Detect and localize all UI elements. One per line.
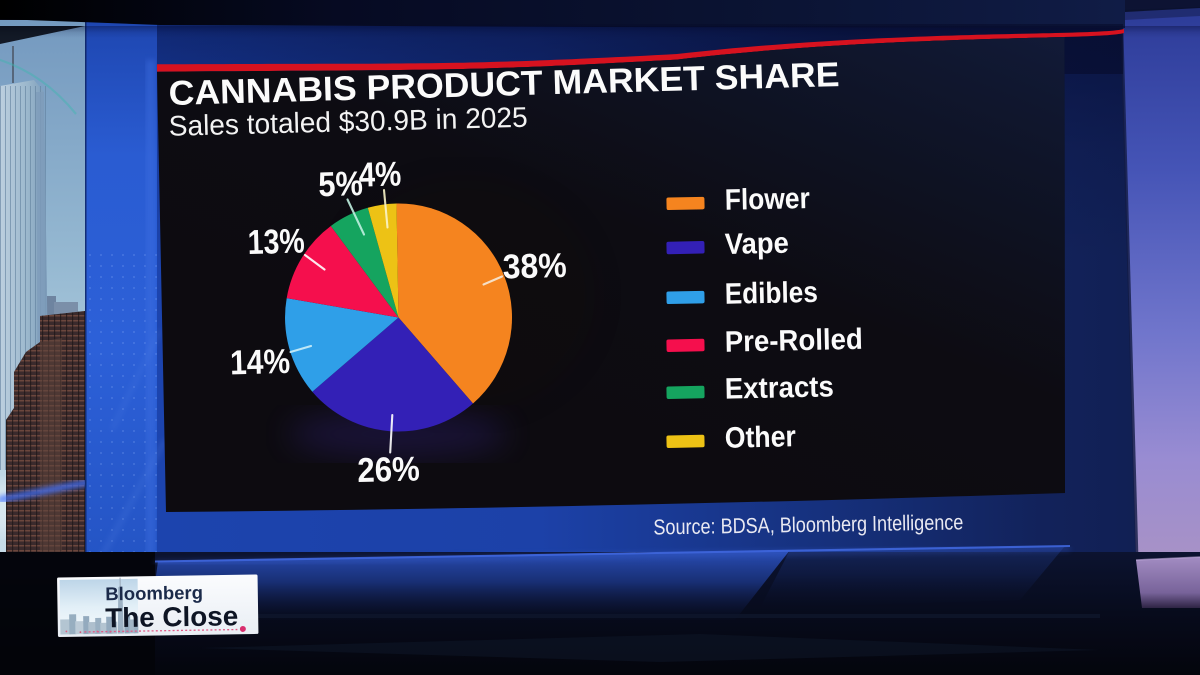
svg-text:Bloomberg: Bloomberg: [105, 582, 203, 605]
svg-text:26%: 26%: [357, 450, 420, 490]
svg-text:Vape: Vape: [724, 227, 789, 261]
svg-text:Pre-Rolled: Pre-Rolled: [724, 323, 863, 359]
svg-text:38%: 38%: [502, 247, 567, 287]
svg-text:Edibles: Edibles: [724, 276, 818, 311]
svg-text:The Close: The Close: [105, 600, 238, 633]
svg-text:Extracts: Extracts: [724, 370, 834, 405]
svg-text:Other: Other: [724, 420, 796, 454]
svg-text:13%: 13%: [247, 223, 305, 262]
svg-text:14%: 14%: [230, 343, 291, 383]
svg-text:Source: BDSA, Bloomberg Intell: Source: BDSA, Bloomberg Intelligence: [653, 510, 963, 539]
svg-text:4%: 4%: [358, 155, 401, 194]
svg-text:5%: 5%: [318, 165, 363, 204]
svg-text:Flower: Flower: [724, 182, 810, 217]
